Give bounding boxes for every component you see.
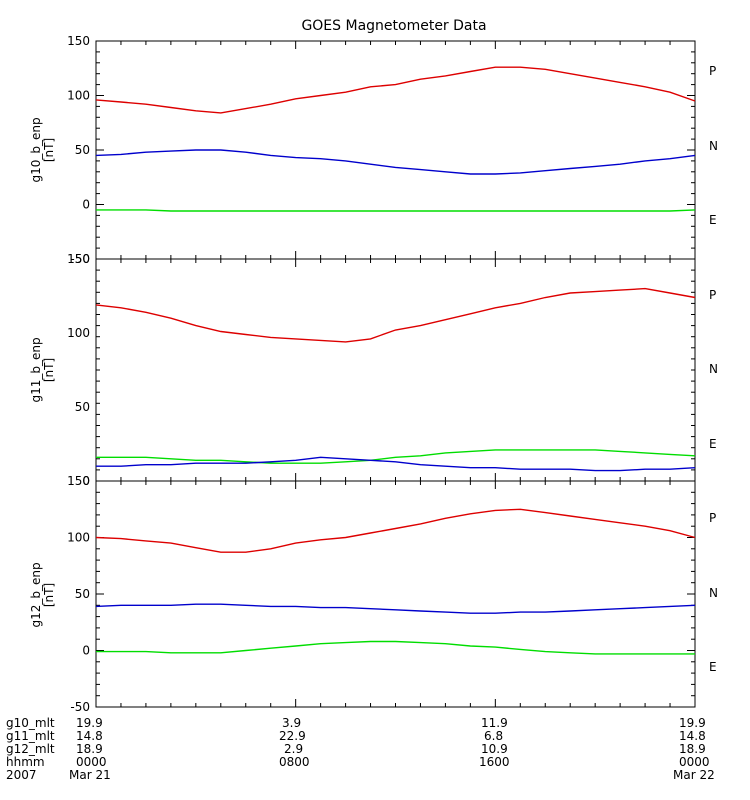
panel-g11-series	[95, 287, 696, 472]
footer-value: 1600	[479, 755, 510, 769]
y-axis-unit: [nT]	[42, 138, 56, 162]
footer-value: 19.9	[679, 716, 706, 730]
panel-g10: -50 0 50 100 150 g10_b_enp [nT] P N E	[29, 34, 718, 266]
legend-N: N	[709, 362, 718, 376]
y-tick-label: 100	[67, 531, 90, 545]
y-tick-label: 0	[82, 474, 90, 488]
y-tick-label: 100	[67, 89, 90, 103]
legend-E: E	[709, 437, 717, 451]
series-line-N	[96, 209, 696, 212]
panel-g10-ticks	[95, 40, 696, 260]
panel-g12-legend: P N E	[709, 511, 718, 674]
y-tick-label: 50	[75, 143, 90, 157]
panel-g10-y-axis-title: g10_b_enp [nT]	[29, 117, 56, 182]
panel-g10-y-tick-labels: -50 0 50 100 150	[67, 34, 90, 266]
series-line-E	[96, 456, 696, 472]
footer-value: 18.9	[679, 742, 706, 756]
panel-g11-y-tick-labels: 0 50 100 150	[67, 252, 90, 488]
footer-value: 6.8	[484, 729, 504, 743]
y-tick-label: 0	[82, 644, 90, 658]
panel-g12-y-axis-title: g12_b_enp [nT]	[29, 562, 56, 627]
footer-label: g11_mlt	[6, 729, 55, 743]
legend-N: N	[709, 139, 718, 153]
panel-g11-y-axis-title: g11_b_enp [nT]	[29, 337, 56, 402]
footer-value: 0000	[76, 755, 107, 769]
legend-P: P	[709, 64, 716, 78]
footer-value: 2.9	[284, 742, 304, 756]
series-line-P	[95, 66, 696, 114]
legend-E: E	[709, 213, 717, 227]
panel-g12-ticks	[95, 480, 696, 708]
series-line-N	[96, 640, 695, 655]
panel-g12-y-tick-labels: -50 0 50 100 150	[67, 474, 90, 714]
footer-value: 14.8	[679, 729, 706, 743]
footer-label: g10_mlt	[6, 716, 55, 730]
footer-value: 10.9	[481, 742, 508, 756]
series-line-N	[96, 449, 696, 464]
chart-title: GOES Magnetometer Data	[301, 18, 486, 34]
panel-g10-series	[95, 66, 696, 212]
y-tick-label: 50	[75, 400, 90, 414]
panel-g11-frame	[95, 258, 696, 482]
footer-label: hhmm	[6, 755, 45, 769]
y-axis-unit: [nT]	[42, 358, 56, 382]
y-tick-label: 0	[82, 198, 90, 212]
series-line-E	[95, 149, 696, 175]
y-tick-label: 150	[67, 34, 90, 48]
panel-g10-legend: P N E	[709, 64, 718, 227]
footer-value: 19.9	[76, 716, 103, 730]
y-axis-unit: [nT]	[42, 583, 56, 607]
footer-value: 18.9	[76, 742, 103, 756]
footer-label: g12_mlt	[6, 742, 55, 756]
footer-value: 0800	[279, 755, 310, 769]
y-tick-label: 50	[75, 587, 90, 601]
y-axis-label: g12_b_enp	[29, 562, 43, 627]
panel-g11-ticks	[95, 258, 696, 482]
legend-P: P	[709, 288, 716, 302]
panel-g12-frame	[95, 480, 696, 708]
legend-P: P	[709, 511, 716, 525]
footer-value: 0000	[679, 755, 710, 769]
series-line-P	[95, 287, 696, 343]
y-axis-label: g11_b_enp	[29, 337, 43, 402]
y-tick-label: 150	[67, 252, 90, 266]
series-line-E	[95, 603, 696, 614]
y-tick-label: -50	[70, 700, 90, 714]
footer-value: 11.9	[481, 716, 508, 730]
footer-label: 2007	[6, 768, 37, 782]
series-line-P	[95, 508, 696, 553]
footer-value: Mar 22	[673, 768, 715, 782]
footer-value: 22.9	[279, 729, 306, 743]
legend-E: E	[709, 660, 717, 674]
panel-g11: 0 50 100 150 g11_b_enp [nT] P N E	[29, 252, 718, 488]
legend-N: N	[709, 586, 718, 600]
y-axis-label: g10_b_enp	[29, 117, 43, 182]
panel-g12: -50 0 50 100 150 g12_b_enp [nT] P N E	[29, 474, 718, 714]
panel-g12-series	[95, 508, 696, 655]
y-tick-label: -50	[70, 252, 90, 266]
panel-g11-legend: P N E	[709, 288, 718, 451]
footer-value: 14.8	[76, 729, 103, 743]
footer-value: Mar 21	[69, 768, 111, 782]
y-tick-label: 150	[67, 474, 90, 488]
y-tick-label: 100	[67, 326, 90, 340]
footer-value: 3.9	[282, 716, 302, 730]
